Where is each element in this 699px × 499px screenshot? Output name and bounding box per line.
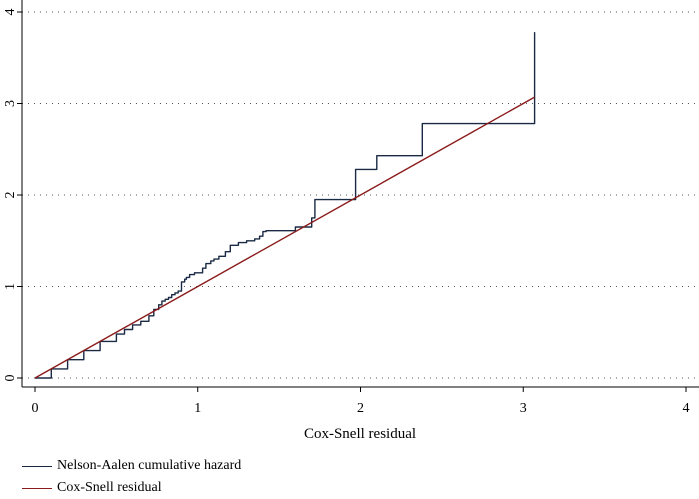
y-ticks: 0 1 2 3 4 (3, 9, 22, 382)
legend-swatch-nelson-aalen (22, 465, 52, 467)
legend: Nelson-Aalen cumulative hazard Cox-Snell… (22, 455, 241, 499)
legend-item-cox-snell: Cox-Snell residual (22, 477, 241, 499)
x-tick-label-0: 0 (32, 401, 39, 416)
cox-snell-line (34, 96, 535, 379)
y-tick-label-4: 4 (3, 9, 18, 16)
grid-lines (22, 11, 699, 379)
nelson-aalen-line (35, 32, 536, 379)
x-tick-label-3: 3 (520, 401, 527, 416)
y-tick-label-1: 1 (3, 283, 18, 290)
legend-item-nelson-aalen: Nelson-Aalen cumulative hazard (22, 455, 241, 477)
x-tick-label-4: 4 (683, 401, 690, 416)
x-tick-label-2: 2 (357, 401, 364, 416)
legend-label-cox-snell: Cox-Snell residual (57, 480, 162, 495)
y-tick-label-3: 3 (3, 100, 18, 107)
x-ticks: 0 1 2 3 4 (32, 387, 690, 416)
y-tick-label-0: 0 (3, 375, 18, 382)
legend-swatch-cox-snell (22, 487, 52, 489)
series-lines (34, 32, 536, 379)
y-tick-label-2: 2 (3, 192, 18, 199)
legend-label-nelson-aalen: Nelson-Aalen cumulative hazard (57, 458, 242, 473)
x-axis-label: Cox-Snell residual (304, 426, 416, 442)
x-tick-label-1: 1 (194, 401, 201, 416)
